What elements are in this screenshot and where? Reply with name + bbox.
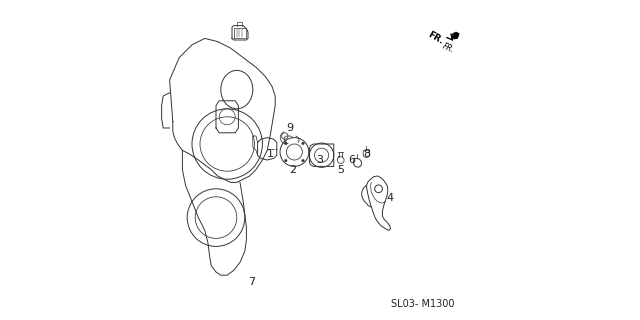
Text: SL03- M1300: SL03- M1300 bbox=[390, 299, 454, 309]
Circle shape bbox=[285, 159, 287, 162]
Text: 3: 3 bbox=[317, 155, 323, 165]
Text: 1: 1 bbox=[267, 148, 274, 159]
Circle shape bbox=[301, 142, 304, 145]
Text: 4: 4 bbox=[387, 193, 394, 204]
Polygon shape bbox=[452, 32, 460, 39]
Circle shape bbox=[285, 142, 287, 145]
Text: FR.: FR. bbox=[426, 30, 445, 46]
Text: 8: 8 bbox=[363, 148, 370, 159]
Text: 2: 2 bbox=[289, 164, 296, 175]
Text: 9: 9 bbox=[286, 123, 293, 133]
Text: 7: 7 bbox=[248, 276, 255, 287]
Text: FR.: FR. bbox=[441, 42, 455, 55]
Text: 6: 6 bbox=[349, 155, 355, 165]
Text: 5: 5 bbox=[337, 164, 344, 175]
Circle shape bbox=[301, 159, 304, 162]
